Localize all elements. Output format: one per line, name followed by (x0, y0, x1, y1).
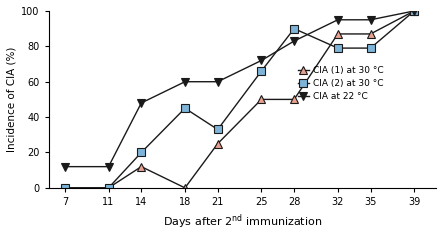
CIA at 22 °C (259, 59, 264, 62)
CIA (1) at 30 °C (335, 33, 341, 35)
CIA (1) at 30 °C (62, 186, 67, 189)
CIA (1) at 30 °C (259, 98, 264, 101)
CIA (1) at 30 °C (215, 142, 220, 145)
X-axis label: Days after 2$^{\mathregular{nd}}$ immunization: Days after 2$^{\mathregular{nd}}$ immuni… (163, 213, 322, 231)
CIA (1) at 30 °C (368, 33, 373, 35)
CIA at 22 °C (412, 10, 417, 12)
CIA at 22 °C (335, 18, 341, 21)
CIA (2) at 30 °C (291, 27, 297, 30)
CIA (1) at 30 °C (139, 165, 144, 168)
CIA (1) at 30 °C (412, 10, 417, 12)
Line: CIA (1) at 30 °C: CIA (1) at 30 °C (61, 7, 418, 192)
CIA at 22 °C (62, 165, 67, 168)
CIA (1) at 30 °C (291, 98, 297, 101)
CIA (1) at 30 °C (106, 186, 111, 189)
CIA at 22 °C (139, 102, 144, 104)
CIA (2) at 30 °C (335, 47, 341, 50)
CIA (2) at 30 °C (62, 186, 67, 189)
Line: CIA at 22 °C: CIA at 22 °C (61, 7, 418, 170)
CIA at 22 °C (106, 165, 111, 168)
CIA at 22 °C (183, 80, 188, 83)
Line: CIA (2) at 30 °C: CIA (2) at 30 °C (61, 7, 418, 192)
CIA (2) at 30 °C (183, 107, 188, 110)
CIA at 22 °C (291, 40, 297, 42)
CIA (1) at 30 °C (183, 186, 188, 189)
CIA (2) at 30 °C (368, 47, 373, 50)
CIA (2) at 30 °C (139, 151, 144, 154)
CIA (2) at 30 °C (215, 128, 220, 131)
CIA at 22 °C (215, 80, 220, 83)
Legend: CIA (1) at 30 °C, CIA (2) at 30 °C, CIA at 22 °C: CIA (1) at 30 °C, CIA (2) at 30 °C, CIA … (297, 65, 384, 102)
CIA (2) at 30 °C (106, 186, 111, 189)
CIA (2) at 30 °C (412, 10, 417, 12)
CIA (2) at 30 °C (259, 70, 264, 73)
Y-axis label: Incidence of CIA (%): Incidence of CIA (%) (7, 47, 17, 152)
CIA at 22 °C (368, 18, 373, 21)
